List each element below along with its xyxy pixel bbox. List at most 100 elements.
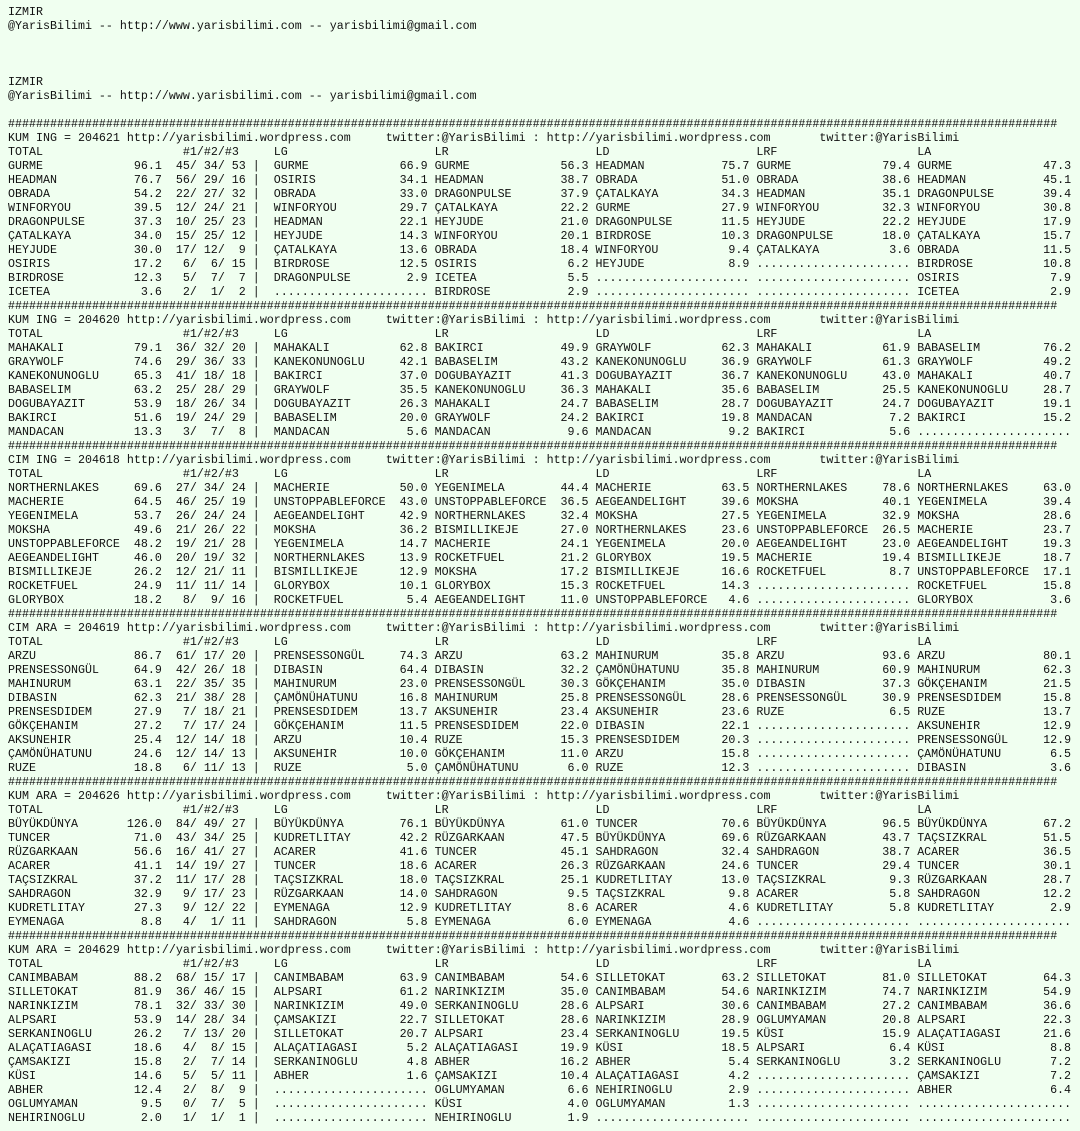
city-heading: IZMIR bbox=[8, 5, 43, 19]
total-name: ABHER bbox=[8, 1083, 43, 1097]
la-name: NARINKIZIM bbox=[917, 985, 988, 999]
lrf-score: 18.0 bbox=[882, 229, 911, 243]
la-score: 67.2 bbox=[1043, 817, 1072, 831]
separator-bar: | bbox=[252, 523, 260, 537]
ld-name: SAHDRAGON bbox=[595, 845, 659, 859]
lrf-name: MAHINURUM bbox=[756, 663, 820, 677]
lr-score: 5.5 bbox=[567, 271, 589, 285]
slash: / bbox=[189, 873, 197, 887]
ld-score: 19.8 bbox=[721, 411, 750, 425]
slash: / bbox=[217, 649, 225, 663]
place-count-2: 29 bbox=[203, 173, 218, 187]
la-name: UNSTOPPABLEFORCE bbox=[917, 565, 1030, 579]
la-score: 10.8 bbox=[1043, 257, 1072, 271]
table-row: NEHIRINOGLU 2.0 1/1/1 |...................… bbox=[8, 1111, 1080, 1125]
lg-name: ACARER bbox=[273, 845, 316, 859]
ld-name: BABASELIM bbox=[595, 397, 659, 411]
place-count-3: 21 bbox=[231, 705, 246, 719]
place-count-3: 34 bbox=[231, 397, 246, 411]
lrf-score: 74.7 bbox=[882, 985, 911, 999]
separator-bar: | bbox=[252, 1097, 260, 1111]
total-name: TAÇSIZKRAL bbox=[8, 873, 78, 887]
slash: / bbox=[189, 1083, 197, 1097]
lg-name: ALAÇATIAGASI bbox=[273, 1041, 358, 1055]
total-score: 8.8 bbox=[140, 915, 162, 929]
ld-score: 12.3 bbox=[721, 761, 750, 775]
slash: / bbox=[217, 705, 225, 719]
table-row: SAHDRAGON 32.9 9/17/23 | RÜZGARKAAN 14.0 SAHD… bbox=[8, 887, 1080, 901]
lg-score: 61.2 bbox=[399, 985, 428, 999]
place-count-3: 33 bbox=[231, 355, 246, 369]
place-count-1: 26 bbox=[175, 509, 190, 523]
column-separator: | bbox=[246, 901, 274, 915]
ld-score: 19.5 bbox=[721, 551, 750, 565]
slash: / bbox=[189, 817, 197, 831]
place-count-1: 4 bbox=[182, 1041, 190, 1055]
lg-name: OSIRIS bbox=[273, 173, 316, 187]
place-count-1: 6 bbox=[182, 257, 190, 271]
slash: / bbox=[217, 355, 225, 369]
place-count-3: 29 bbox=[231, 411, 246, 425]
place-count-1: 1 bbox=[182, 1111, 190, 1125]
table-row: ÇAMSAKIZI 15.8 2/7/14 | SERKANINOGLU 4.8 ABHE… bbox=[8, 1055, 1080, 1069]
la-score: 15.7 bbox=[1043, 229, 1072, 243]
total-name: SERKANINOGLU bbox=[8, 1027, 92, 1041]
table-row: OSIRIS 17.2 6/6/15 | BIRDROSE 12.5 OSIRIS 6.2 H… bbox=[8, 257, 1080, 271]
lrf-name: HEADMAN bbox=[756, 187, 806, 201]
lrf-score: 23.0 bbox=[882, 537, 911, 551]
separator-bar: | bbox=[252, 509, 260, 523]
column-separator: | bbox=[246, 831, 274, 845]
place-count-2: 46 bbox=[203, 985, 218, 999]
total-score: 88.2 bbox=[133, 971, 162, 985]
place-count-2: 8 bbox=[210, 1041, 218, 1055]
lr-name: DOGUBAYAZIT bbox=[434, 369, 512, 383]
place-count-3: 27 bbox=[231, 859, 246, 873]
ld-score: 36.7 bbox=[721, 369, 750, 383]
separator-bar: | bbox=[252, 761, 260, 775]
table-row: MANDACAN 13.3 3/7/8 | MANDACAN 5.6 MANDACAN 9.… bbox=[8, 425, 1080, 439]
total-name: BABASELIM bbox=[8, 383, 71, 397]
ld-name: RÜZGARKAAN bbox=[595, 859, 666, 873]
ld-name: NORTHERNLAKES bbox=[595, 523, 687, 537]
place-count-3: 11 bbox=[231, 915, 246, 929]
ld-name: ACARER bbox=[595, 901, 638, 915]
la-score: 22.3 bbox=[1043, 1013, 1072, 1027]
slash: / bbox=[217, 719, 225, 733]
lr-name: AEGEANDELIGHT bbox=[434, 593, 526, 607]
lg-name: MANDACAN bbox=[273, 425, 330, 439]
ld-score: 15.8 bbox=[721, 747, 750, 761]
slash: / bbox=[189, 551, 197, 565]
ld-name: ALAÇATIAGASI bbox=[595, 1069, 680, 1083]
place-count-2: 17 bbox=[203, 873, 218, 887]
lr-score: 54.6 bbox=[560, 971, 589, 985]
place-count-2: 1 bbox=[210, 285, 218, 299]
header-places: #1/#2/#3 bbox=[182, 467, 239, 481]
la-score: 21.6 bbox=[1043, 1027, 1072, 1041]
header-lr: LR bbox=[434, 327, 449, 341]
total-score: 25.4 bbox=[133, 733, 162, 747]
la-score: 39.4 bbox=[1043, 495, 1072, 509]
total-score: 62.3 bbox=[133, 691, 162, 705]
lrf-name: RÜZGARKAAN bbox=[756, 831, 827, 845]
separator-bar: | bbox=[252, 229, 260, 243]
lrf-score: 27.2 bbox=[882, 999, 911, 1013]
ld-score: 11.5 bbox=[721, 215, 750, 229]
column-separator: | bbox=[246, 481, 274, 495]
place-count-2: 34 bbox=[203, 831, 218, 845]
place-count-3: 2 bbox=[238, 285, 246, 299]
lrf-empty-placeholder: ...................... bbox=[756, 719, 911, 733]
lrf-name: MOKSHA bbox=[756, 495, 799, 509]
la-name: KÜSI bbox=[917, 1041, 946, 1055]
la-empty-placeholder: ...................... bbox=[917, 915, 1072, 929]
ld-name: MAHAKALI bbox=[595, 383, 652, 397]
column-separator: | bbox=[246, 1041, 274, 1055]
ld-name: MAHINURUM bbox=[595, 649, 659, 663]
ld-score: 35.0 bbox=[721, 677, 750, 691]
lrf-score: 5.8 bbox=[889, 887, 911, 901]
lg-name: ROCKETFUEL bbox=[273, 593, 344, 607]
total-score: 39.5 bbox=[133, 201, 162, 215]
lr-score: 17.2 bbox=[560, 565, 589, 579]
lr-name: ROCKETFUEL bbox=[434, 551, 505, 565]
header-places: #1/#2/#3 bbox=[182, 803, 239, 817]
slash: / bbox=[217, 509, 225, 523]
